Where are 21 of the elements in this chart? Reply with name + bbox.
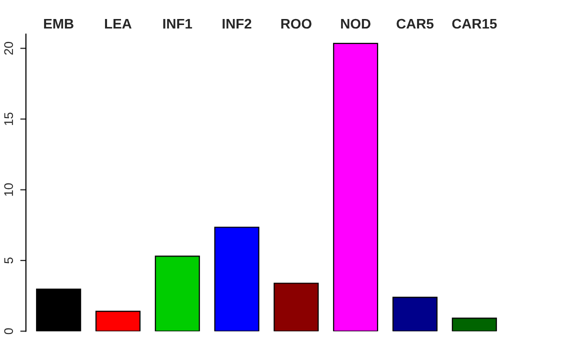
- x-tick-label: INF2: [222, 18, 252, 29]
- x-tick-label: NOD: [341, 18, 370, 29]
- bar: [36, 288, 82, 332]
- y-tick-label: 0: [4, 328, 14, 334]
- y-tick-label: 20: [4, 42, 14, 55]
- bar: [95, 310, 141, 332]
- bar: [333, 42, 378, 332]
- bar: [452, 318, 497, 332]
- x-tick-label: LEA: [105, 18, 132, 29]
- x-tick-label: INF1: [163, 18, 192, 29]
- bar: [154, 256, 200, 332]
- y-tick-label: 15: [4, 112, 14, 126]
- bar: [214, 226, 260, 332]
- x-tick-label: CAR5: [396, 18, 434, 29]
- bar: [392, 296, 438, 332]
- x-tick-label: EMB: [44, 18, 74, 29]
- bar: [274, 282, 319, 332]
- y-tick-label: 10: [4, 183, 14, 196]
- x-tick-label: ROO: [281, 18, 312, 29]
- x-tick-label: CAR15: [452, 18, 497, 29]
- y-tick-label: 5: [4, 258, 14, 264]
